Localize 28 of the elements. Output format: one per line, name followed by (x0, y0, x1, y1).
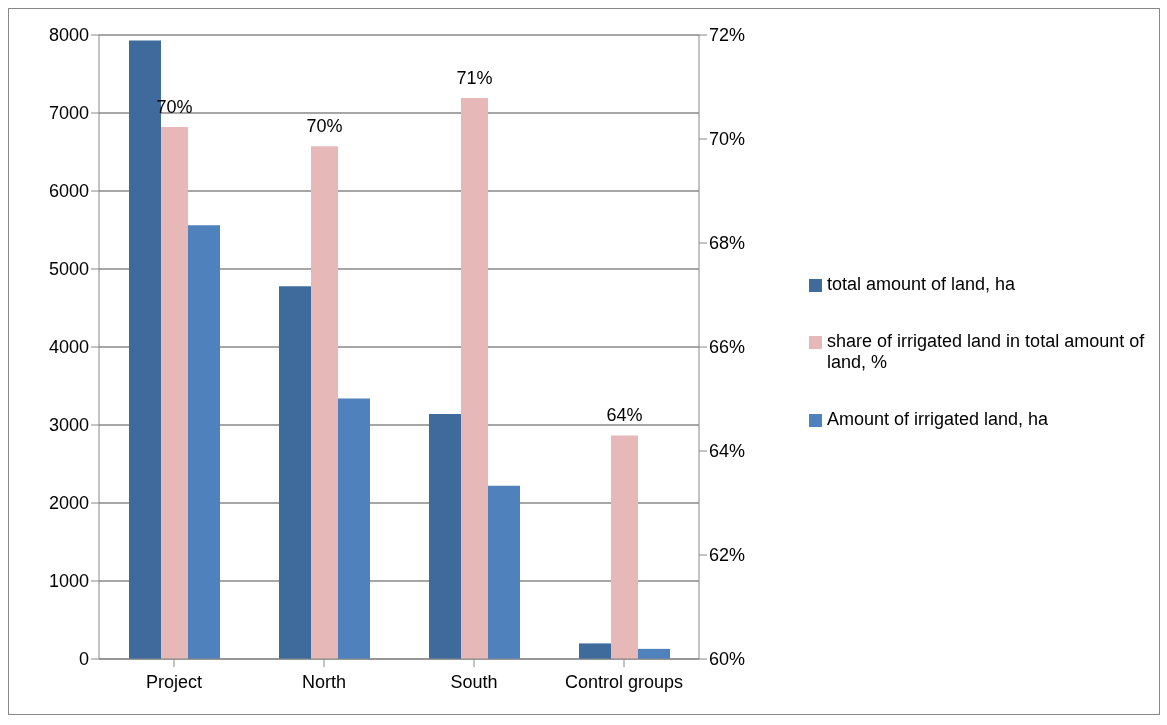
y-tick-label: 6000 (48, 181, 89, 202)
data-label: 71% (456, 67, 493, 88)
y-tick-label: 3000 (48, 415, 89, 436)
y2-tick-label: 72% (709, 25, 746, 46)
x-tick-label: North (301, 671, 347, 692)
y-tick-label: 7000 (48, 103, 89, 124)
y2-tick-label: 66% (709, 337, 746, 358)
x-tick-label: South (450, 671, 498, 692)
y-tick-label: 5000 (48, 259, 89, 280)
y-tick-label: 0 (78, 649, 89, 670)
data-label: 64% (606, 405, 643, 426)
legend-label: total amount of land, ha (827, 274, 1016, 295)
data-label: 70% (306, 116, 343, 137)
bar (579, 643, 611, 659)
y2-tick-label: 62% (709, 545, 746, 566)
y2-tick-label: 64% (709, 441, 746, 462)
x-tick-label: Control groups (564, 671, 684, 692)
legend-label: share of irrigated land in total amount of land, % (827, 331, 1146, 373)
x-tick-label: Project (145, 671, 203, 692)
y2-tick-label: 60% (709, 649, 746, 670)
bar (488, 485, 520, 659)
y2-tick-label: 68% (709, 233, 746, 254)
y-tick-label: 4000 (48, 337, 89, 358)
y-tick-label: 2000 (48, 493, 89, 514)
y-tick-label: 1000 (48, 571, 89, 592)
legend-label: Amount of irrigated land, ha (827, 409, 1049, 430)
y-tick-label: 8000 (48, 25, 89, 46)
y2-tick-label: 70% (709, 129, 746, 150)
